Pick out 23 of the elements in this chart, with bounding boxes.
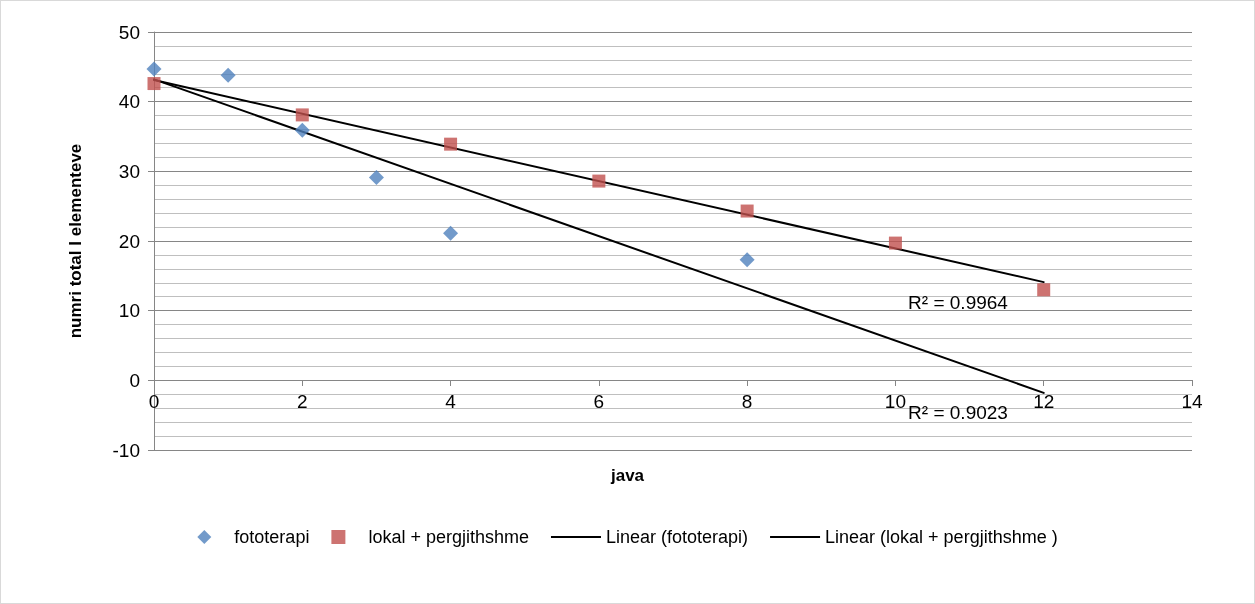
legend-label: lokal + pergjithshme	[368, 527, 529, 547]
y-tick-label: 0	[129, 369, 140, 391]
x-tick-label: 4	[445, 391, 457, 412]
x-tick-label: 0	[148, 391, 160, 412]
x-tick-label: 12	[1033, 391, 1055, 412]
y-tick-label: 10	[118, 300, 140, 322]
legend-label: Linear (fototerapi)	[605, 527, 749, 547]
annotation: R² = 0.9964	[908, 291, 1009, 313]
annotation: R² = 0.9023	[908, 401, 1008, 423]
x-axis-title: java	[609, 466, 645, 485]
y-axis-title: numri total I elementeve	[66, 143, 85, 339]
x-tick-label: 6	[593, 391, 605, 412]
x-tick-label: 10	[884, 391, 906, 412]
x-tick-label: 8	[741, 391, 753, 412]
y-tick-label: 30	[118, 160, 140, 182]
y-tick-label: 50	[118, 21, 140, 43]
legend-label: Linear (lokal + pergjithshme )	[825, 527, 1058, 547]
x-tick-label: 14	[1181, 391, 1203, 412]
x-tick-label: 2	[297, 391, 308, 412]
y-tick-label: -10	[112, 439, 140, 461]
y-tick-label: 40	[118, 91, 140, 113]
y-tick-label: 20	[118, 230, 140, 252]
legend-label: fototerapi	[234, 527, 310, 547]
